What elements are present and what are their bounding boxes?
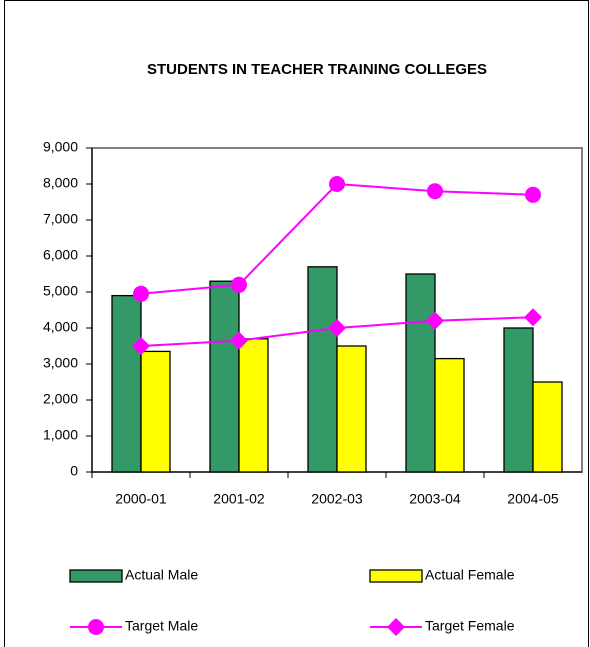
legend-label: Actual Male: [125, 567, 198, 583]
marker: [525, 186, 541, 203]
bar: [405, 273, 436, 473]
x-tick-label: 2002-03: [311, 491, 363, 507]
x-tick-label: 2001-02: [213, 491, 265, 507]
marker: [132, 337, 150, 355]
bar: [307, 266, 338, 473]
y-tick-label: 4,000: [43, 319, 78, 335]
bar: [532, 381, 563, 473]
marker: [426, 311, 444, 330]
marker: [524, 308, 542, 327]
bar: [503, 327, 534, 473]
x-tick-label: 2004-05: [507, 491, 559, 507]
bar: [336, 345, 367, 473]
legend-label: Target Male: [125, 618, 198, 634]
y-tick-label: 8,000: [43, 175, 78, 191]
legend-swatch: [369, 569, 423, 583]
legend-marker: [88, 619, 104, 635]
chart-title: STUDENTS IN TEACHER TRAINING COLLEGES: [147, 61, 487, 78]
bar: [111, 294, 142, 473]
x-tick-label: 2000-01: [115, 491, 167, 507]
marker: [231, 276, 247, 293]
chart-frame: [4, 0, 589, 647]
legend-swatch: [69, 569, 123, 583]
marker: [427, 183, 443, 200]
bar: [209, 280, 240, 473]
bar: [238, 338, 269, 473]
y-tick-label: 9,000: [43, 139, 78, 155]
y-tick-label: 0: [70, 463, 78, 479]
y-tick-label: 1,000: [43, 427, 78, 443]
legend-label: Actual Female: [425, 567, 515, 583]
y-tick-label: 7,000: [43, 211, 78, 227]
legend-label: Target Female: [425, 618, 515, 634]
marker: [133, 285, 149, 302]
y-tick-label: 2,000: [43, 391, 78, 407]
y-tick-label: 5,000: [43, 283, 78, 299]
bar: [140, 350, 171, 473]
legend-marker: [387, 618, 405, 636]
y-tick-label: 6,000: [43, 247, 78, 263]
bar: [434, 357, 465, 473]
x-tick-label: 2003-04: [409, 491, 461, 507]
marker: [230, 331, 248, 350]
y-tick-label: 3,000: [43, 355, 78, 371]
marker: [329, 176, 345, 192]
marker: [328, 319, 346, 337]
